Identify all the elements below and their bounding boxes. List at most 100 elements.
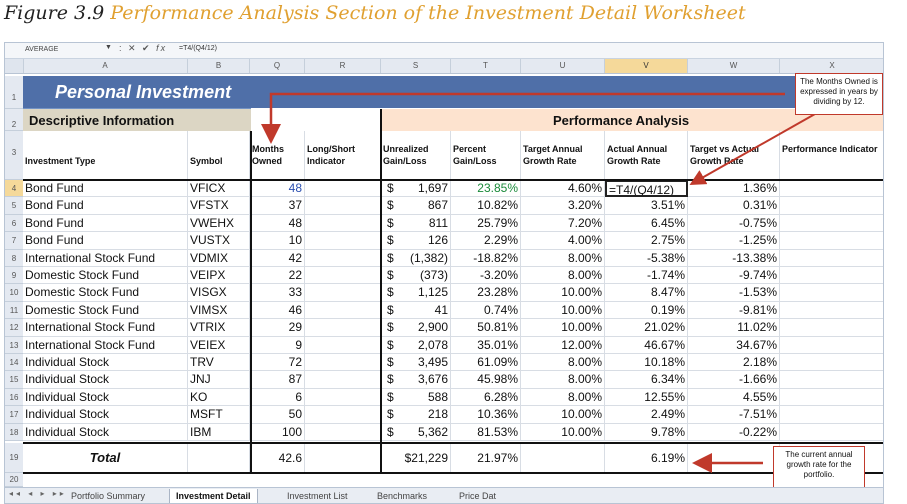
target-vs-actual-cell[interactable]: -1.53%: [688, 284, 780, 302]
percent-gain-cell[interactable]: 35.01%: [451, 336, 521, 354]
investment-type-cell[interactable]: International Stock Fund: [23, 249, 188, 267]
long-short-cell[interactable]: [305, 249, 381, 267]
column-header-w[interactable]: W: [688, 59, 780, 73]
actual-rate-cell[interactable]: 2.49%: [605, 406, 688, 424]
symbol-cell[interactable]: VDMIX: [188, 249, 250, 267]
row-header-17[interactable]: 17: [5, 406, 23, 424]
actual-rate-cell[interactable]: 10.18%: [605, 354, 688, 372]
gain-loss-cell[interactable]: $5,362: [381, 423, 451, 441]
target-vs-actual-cell[interactable]: -0.22%: [688, 423, 780, 441]
header-actual[interactable]: Actual Annual Growth Rate: [605, 131, 688, 180]
total-tva-cell[interactable]: [688, 443, 780, 473]
header-percent[interactable]: Percent Gain/Loss: [451, 131, 521, 180]
investment-type-cell[interactable]: Bond Fund: [23, 197, 188, 215]
header-months-owned[interactable]: Months Owned: [250, 131, 305, 180]
months-owned-cell[interactable]: 6: [250, 388, 305, 407]
target-vs-actual-cell[interactable]: -7.51%: [688, 406, 780, 424]
months-owned-cell[interactable]: 42: [250, 249, 305, 267]
total-symbol-cell[interactable]: [188, 443, 250, 473]
target-vs-actual-cell[interactable]: -1.25%: [688, 232, 780, 250]
months-owned-cell[interactable]: 46: [250, 301, 305, 320]
months-owned-cell[interactable]: 72: [250, 354, 305, 372]
target-vs-actual-cell[interactable]: -0.75%: [688, 214, 780, 233]
actual-rate-cell[interactable]: 12.55%: [605, 388, 688, 407]
header-target-vs-actual[interactable]: Target vs Actual Growth Rate: [688, 131, 780, 180]
months-owned-cell[interactable]: 9: [250, 336, 305, 354]
long-short-cell[interactable]: [305, 301, 381, 320]
months-owned-cell[interactable]: 87: [250, 371, 305, 389]
months-owned-cell[interactable]: 10: [250, 232, 305, 250]
target-rate-cell[interactable]: 4.00%: [521, 232, 605, 250]
target-rate-cell[interactable]: 8.00%: [521, 267, 605, 285]
months-owned-cell[interactable]: 48: [250, 214, 305, 233]
sheet-tab-price-dat[interactable]: Price Dat: [459, 491, 497, 501]
target-vs-actual-cell[interactable]: -13.38%: [688, 249, 780, 267]
symbol-cell[interactable]: IBM: [188, 423, 250, 441]
performance-indicator-cell[interactable]: [780, 267, 883, 285]
symbol-cell[interactable]: JNJ: [188, 371, 250, 389]
column-header-s[interactable]: S: [381, 59, 451, 73]
row-header-11[interactable]: 11: [5, 301, 23, 320]
percent-gain-cell[interactable]: 23.85%: [451, 180, 521, 198]
months-owned-cell[interactable]: 50: [250, 406, 305, 424]
investment-type-cell[interactable]: Individual Stock: [23, 354, 188, 372]
long-short-cell[interactable]: [305, 354, 381, 372]
gain-loss-cell[interactable]: $1,697: [381, 180, 451, 198]
symbol-cell[interactable]: KO: [188, 388, 250, 407]
symbol-cell[interactable]: VIMSX: [188, 301, 250, 320]
symbol-cell[interactable]: MSFT: [188, 406, 250, 424]
long-short-cell[interactable]: [305, 371, 381, 389]
target-rate-cell[interactable]: 12.00%: [521, 336, 605, 354]
gain-loss-cell[interactable]: $867: [381, 197, 451, 215]
actual-rate-cell[interactable]: 0.19%: [605, 301, 688, 320]
column-header-b[interactable]: B: [188, 59, 250, 73]
target-vs-actual-cell[interactable]: 4.55%: [688, 388, 780, 407]
performance-indicator-cell[interactable]: [780, 406, 883, 424]
months-owned-cell[interactable]: 22: [250, 267, 305, 285]
column-header-v[interactable]: V: [605, 59, 688, 73]
symbol-cell[interactable]: VEIPX: [188, 267, 250, 285]
row-header-14[interactable]: 14: [5, 354, 23, 372]
row-header-9[interactable]: 9: [5, 267, 23, 285]
percent-gain-cell[interactable]: -3.20%: [451, 267, 521, 285]
select-all-corner[interactable]: [5, 59, 24, 73]
actual-rate-cell[interactable]: -5.38%: [605, 249, 688, 267]
percent-gain-cell[interactable]: 81.53%: [451, 423, 521, 441]
target-vs-actual-cell[interactable]: 0.31%: [688, 197, 780, 215]
row-header-6[interactable]: 6: [5, 214, 23, 233]
performance-indicator-cell[interactable]: [780, 180, 883, 198]
header-symbol[interactable]: Symbol: [188, 131, 250, 180]
performance-indicator-cell[interactable]: [780, 215, 883, 233]
performance-indicator-cell[interactable]: [780, 302, 883, 320]
target-rate-cell[interactable]: 10.00%: [521, 284, 605, 302]
column-header-q[interactable]: Q: [250, 59, 305, 73]
months-owned-cell[interactable]: 48: [250, 180, 305, 198]
header-target[interactable]: Target Annual Growth Rate: [521, 131, 605, 180]
header-investment-type[interactable]: Investment Type: [23, 131, 188, 180]
total-target-cell[interactable]: [521, 443, 605, 473]
gain-loss-cell[interactable]: $2,900: [381, 319, 451, 337]
percent-gain-cell[interactable]: 45.98%: [451, 371, 521, 389]
investment-type-cell[interactable]: Domestic Stock Fund: [23, 284, 188, 302]
target-rate-cell[interactable]: 3.20%: [521, 197, 605, 215]
symbol-cell[interactable]: TRV: [188, 354, 250, 372]
target-rate-cell[interactable]: 8.00%: [521, 249, 605, 267]
column-header-t[interactable]: T: [451, 59, 521, 73]
symbol-cell[interactable]: VWEHX: [188, 214, 250, 233]
target-rate-cell[interactable]: 8.00%: [521, 388, 605, 407]
gain-loss-cell[interactable]: $588: [381, 388, 451, 407]
gain-loss-cell[interactable]: $3,495: [381, 354, 451, 372]
investment-type-cell[interactable]: Bond Fund: [23, 180, 188, 198]
actual-rate-cell[interactable]: 2.75%: [605, 232, 688, 250]
actual-rate-cell[interactable]: 21.02%: [605, 319, 688, 337]
column-header-r[interactable]: R: [305, 59, 381, 73]
performance-indicator-cell[interactable]: [780, 354, 883, 372]
long-short-cell[interactable]: [305, 406, 381, 424]
row-header-4[interactable]: 4: [5, 180, 23, 198]
formula-input[interactable]: =T4/(Q4/12): [179, 45, 217, 52]
row-header-19[interactable]: 19: [5, 443, 23, 473]
months-owned-cell[interactable]: 33: [250, 284, 305, 302]
row-header-12[interactable]: 12: [5, 319, 23, 337]
column-header-a[interactable]: A: [23, 59, 188, 73]
percent-gain-cell[interactable]: 50.81%: [451, 319, 521, 337]
